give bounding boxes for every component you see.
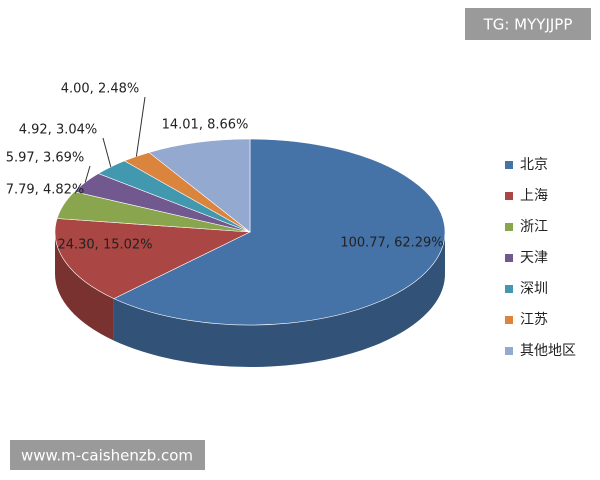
legend-swatch — [505, 223, 513, 231]
slice — [148, 138, 251, 233]
slice — [54, 218, 252, 299]
legend-label: 浙江 — [520, 219, 548, 235]
data-label: 5.97, 3.69% — [6, 151, 85, 166]
watermark-box — [465, 8, 591, 40]
slice-side — [55, 232, 114, 341]
legend-label: 北京 — [520, 157, 548, 173]
legend-swatch — [505, 285, 513, 293]
legend-label: 天津 — [520, 250, 548, 266]
data-label: 14.01, 8.66% — [162, 118, 249, 133]
leader-line — [102, 137, 112, 168]
watermark: TG: MYYJJPP — [483, 16, 573, 34]
leader-line — [84, 165, 91, 183]
slice-side — [113, 232, 445, 367]
legend-label: 上海 — [520, 188, 548, 204]
legend-label: 其他地区 — [520, 343, 576, 359]
watermark-box — [10, 440, 205, 470]
legend-swatch — [505, 316, 513, 324]
legend-swatch — [505, 347, 513, 355]
data-label: 4.00, 2.48% — [61, 82, 140, 97]
data-label: 7.79, 4.82% — [6, 183, 85, 198]
slice — [113, 138, 446, 326]
legend-swatch — [505, 254, 513, 262]
legend-swatch — [505, 161, 513, 169]
data-label: 4.92, 3.04% — [19, 123, 98, 138]
watermark: www.m-caishenzb.com — [21, 447, 193, 465]
data-label: 24.30, 15.02% — [57, 238, 152, 253]
data-label: 100.77, 62.29% — [340, 236, 443, 251]
leader-line — [135, 96, 146, 157]
legend-label: 江苏 — [520, 312, 548, 328]
legend-label: 深圳 — [520, 281, 548, 297]
legend-swatch — [505, 192, 513, 200]
